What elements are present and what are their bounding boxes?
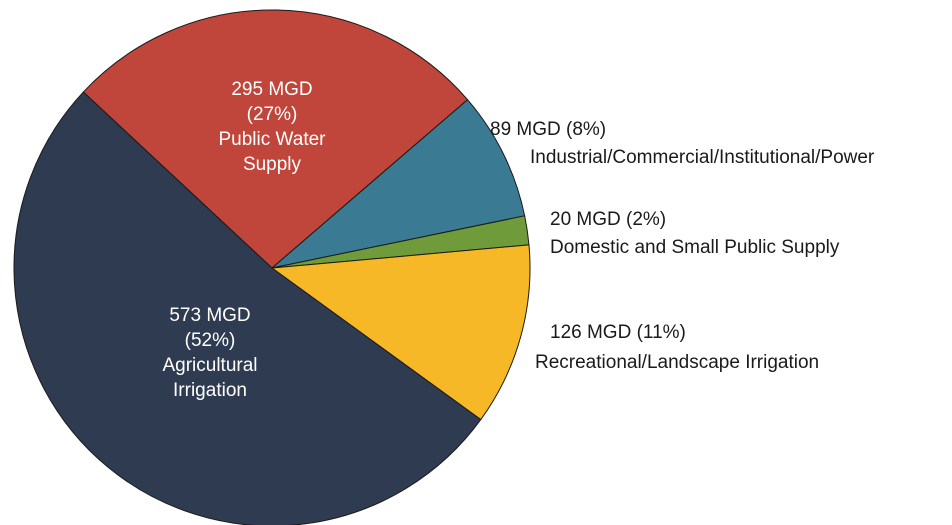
value-label: 89 MGD (8%): [490, 119, 607, 140]
pie-slice: [270, 244, 531, 421]
category-label: Domestic and Small Public Supply: [550, 237, 840, 258]
pie-slice: [82, 9, 469, 269]
slice-label: 295 MGD (27%) Public Water Supply: [212, 77, 332, 177]
slice-label: 573 MGD (52%) Agricultural Irrigation: [150, 303, 270, 403]
value-label: 573 MGD (52%): [169, 305, 251, 351]
pie-slice: [270, 98, 526, 269]
value-label: 295 MGD (27%): [231, 79, 313, 125]
pie-slice: [13, 91, 482, 525]
category-label: Recreational/Landscape Irrigation: [535, 352, 820, 373]
category-label: Public Water Supply: [218, 129, 326, 175]
category-label: Agricultural Irrigation: [162, 355, 258, 401]
category-label: Industrial/Commercial/Institutional/Powe…: [530, 147, 875, 168]
value-label: 126 MGD (11%): [550, 322, 686, 343]
value-label: 20 MGD (2%): [550, 209, 667, 230]
